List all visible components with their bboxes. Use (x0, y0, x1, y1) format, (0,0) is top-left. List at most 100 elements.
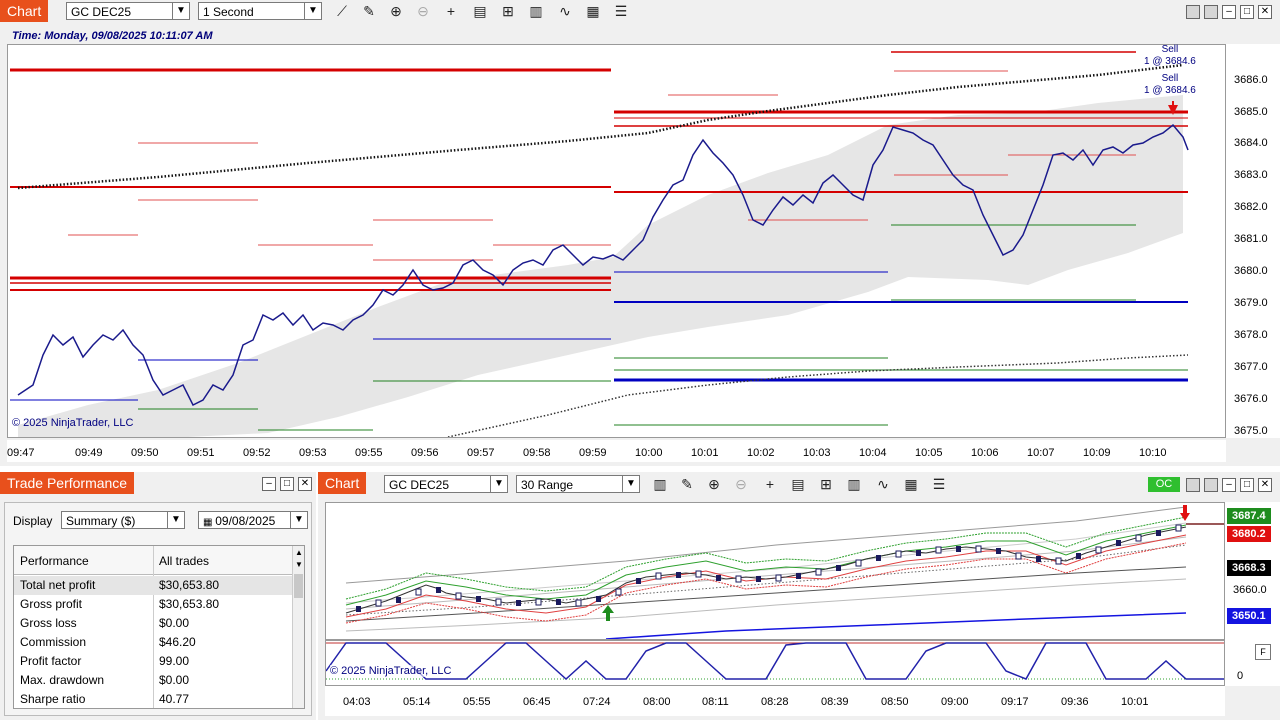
perf-panel: Display Summary ($) ▼ ▦ 09/08/2025 ▼ Per… (4, 502, 312, 716)
bottom-interval-select[interactable]: 30 Range ▼ (516, 475, 640, 493)
tile-button[interactable] (1186, 5, 1200, 19)
indicators-icon[interactable]: ∿ (559, 3, 571, 19)
sell-label-2-fill: 1 @ 3684.6 (1144, 85, 1196, 96)
pencil-icon[interactable]: ✎ (363, 3, 375, 19)
bar-type-icon[interactable]: ▥ (529, 3, 543, 19)
price-tag-blue: 3650.1 (1227, 608, 1271, 624)
close-button[interactable]: ✕ (1258, 5, 1272, 19)
scroll-down-icon[interactable]: ▼ (295, 560, 303, 569)
tile-button-2[interactable] (1204, 5, 1218, 19)
x-tick: 05:55 (463, 696, 491, 708)
bottom-instrument-value: GC DEC25 (389, 478, 450, 492)
close-button[interactable]: ✕ (1258, 478, 1272, 492)
top-instrument-select[interactable]: GC DEC25 ▼ (66, 2, 190, 20)
bottom-chart-tab[interactable]: Chart (318, 472, 367, 494)
top-instrument-value: GC DEC25 (71, 5, 132, 19)
bar-type-icon[interactable]: ▥ (653, 476, 667, 492)
zoom-out-icon[interactable]: ⊖ (735, 476, 747, 492)
minimize-button[interactable]: – (262, 477, 276, 491)
pencil-icon[interactable]: ✎ (681, 476, 693, 492)
data-box-icon[interactable]: ⊞ (820, 476, 832, 492)
col-divider (153, 546, 154, 708)
strategies-icon[interactable]: ▦ (586, 3, 600, 19)
y-tick: 3683.0 (1234, 169, 1268, 181)
trade-performance-tab[interactable]: Trade Performance (0, 472, 135, 494)
bottom-indicator-panel[interactable]: © 2025 NinjaTrader, LLC (325, 640, 1225, 686)
tile-button-2[interactable] (1204, 478, 1218, 492)
maximize-button[interactable]: □ (280, 477, 294, 491)
sell-label-2: Sell 1 @ 3684.6 (1144, 73, 1196, 97)
trade-performance-window: Trade Performance – □ ✕ Display Summary … (0, 472, 316, 720)
x-tick: 09:17 (1001, 696, 1029, 708)
date-value: 09/08/2025 (215, 514, 276, 528)
bottom-instrument-select[interactable]: GC DEC25 ▼ (384, 475, 508, 493)
col-all-trades: All trades (159, 554, 210, 568)
oc-button[interactable]: OC (1148, 477, 1180, 492)
strategies-icon[interactable]: ▦ (904, 476, 918, 492)
y-tick: 3679.0 (1234, 297, 1268, 309)
maximize-button[interactable]: □ (1240, 478, 1254, 492)
x-tick: 04:03 (343, 696, 371, 708)
line-tool-icon[interactable]: ⟋ (337, 3, 347, 19)
y-tick: 3685.0 (1234, 106, 1268, 118)
row-value: $30,653.80 (159, 578, 220, 592)
row-label: Gross loss (20, 616, 77, 630)
perf-scrollbar[interactable]: ▲ ▼ (292, 546, 304, 708)
top-x-axis[interactable]: 09:47 09:49 09:50 09:51 09:52 09:53 09:5… (7, 440, 1226, 462)
top-chart-tab[interactable]: Chart (0, 0, 49, 22)
chevron-down-icon: ▼ (622, 476, 639, 492)
x-tick: 09:00 (941, 696, 969, 708)
indicator-svg (326, 642, 1224, 681)
row-label: Max. drawdown (20, 673, 105, 687)
top-chart-svg (10, 51, 1189, 437)
data-series-icon[interactable]: ▥ (847, 476, 861, 492)
bottom-interval-value: 30 Range (521, 478, 574, 492)
x-tick: 10:03 (803, 447, 831, 459)
zoom-in-icon[interactable]: ⊕ (390, 3, 402, 19)
crosshair-icon[interactable]: + (446, 3, 456, 19)
properties-icon[interactable]: ▤ (791, 476, 805, 492)
row-label: Profit factor (20, 654, 82, 668)
data-box-icon[interactable]: ⊞ (502, 3, 514, 19)
list-icon[interactable]: ☰ (614, 3, 628, 19)
scroll-up-icon[interactable]: ▲ (295, 548, 303, 557)
list-icon[interactable]: ☰ (932, 476, 946, 492)
top-price-panel[interactable]: Time: Monday, 09/08/2025 10:11:07 AM © 2… (7, 30, 1226, 438)
indicators-icon[interactable]: ∿ (877, 476, 889, 492)
top-chart-window: Chart GC DEC25 ▼ 1 Second ▼ ⟋ ✎ ⊕ ⊖ + ▤ … (0, 0, 1280, 466)
table-row[interactable]: Max. drawdown $0.00 (14, 671, 292, 690)
fullscreen-icon[interactable]: F (1255, 644, 1271, 660)
table-row[interactable]: Total net profit $30,653.80 (14, 576, 292, 595)
table-row[interactable]: Sharpe ratio 40.77 (14, 690, 292, 708)
y-tick: 3682.0 (1234, 201, 1268, 213)
properties-icon[interactable]: ▤ (473, 3, 487, 19)
top-y-axis[interactable]: 3686.0 3685.0 3684.0 3683.0 3682.0 3681.… (1226, 44, 1280, 438)
row-value: $30,653.80 (159, 597, 220, 611)
bottom-x-axis[interactable]: 04:03 05:14 05:55 06:45 07:24 08:00 08:1… (325, 686, 1225, 716)
date-picker[interactable]: ▦ 09/08/2025 ▼ (198, 511, 308, 529)
x-tick: 09:49 (75, 447, 103, 459)
table-row[interactable]: Profit factor 99.00 (14, 652, 292, 671)
bottom-price-panel[interactable] (325, 502, 1225, 640)
perf-header: Performance All trades (14, 546, 292, 708)
top-interval-select[interactable]: 1 Second ▼ (198, 2, 322, 20)
minimize-button[interactable]: – (1222, 5, 1236, 19)
minimize-button[interactable]: – (1222, 478, 1236, 492)
table-row[interactable]: Gross loss $0.00 (14, 614, 292, 633)
zoom-out-icon[interactable]: ⊖ (417, 3, 429, 19)
y-tick: 3675.0 (1234, 425, 1268, 437)
display-select[interactable]: Summary ($) ▼ (61, 511, 185, 529)
table-row[interactable]: Commission $46.20 (14, 633, 292, 652)
scroll-thumb[interactable] (294, 574, 303, 598)
x-tick: 08:28 (761, 696, 789, 708)
table-row[interactable]: Gross profit $30,653.80 (14, 595, 292, 614)
indicator-axis[interactable]: 0 F (1225, 640, 1280, 686)
tile-button[interactable] (1186, 478, 1200, 492)
perf-grid[interactable]: Performance All trades Total net profit $… (13, 545, 305, 709)
bottom-y-axis[interactable]: 3687.4 3680.2 3668.3 3660.0 3650.1 (1225, 502, 1280, 640)
maximize-button[interactable]: □ (1240, 5, 1254, 19)
crosshair-icon[interactable]: + (765, 476, 775, 492)
x-tick: 10:10 (1139, 447, 1167, 459)
close-button[interactable]: ✕ (298, 477, 312, 491)
zoom-in-icon[interactable]: ⊕ (708, 476, 720, 492)
